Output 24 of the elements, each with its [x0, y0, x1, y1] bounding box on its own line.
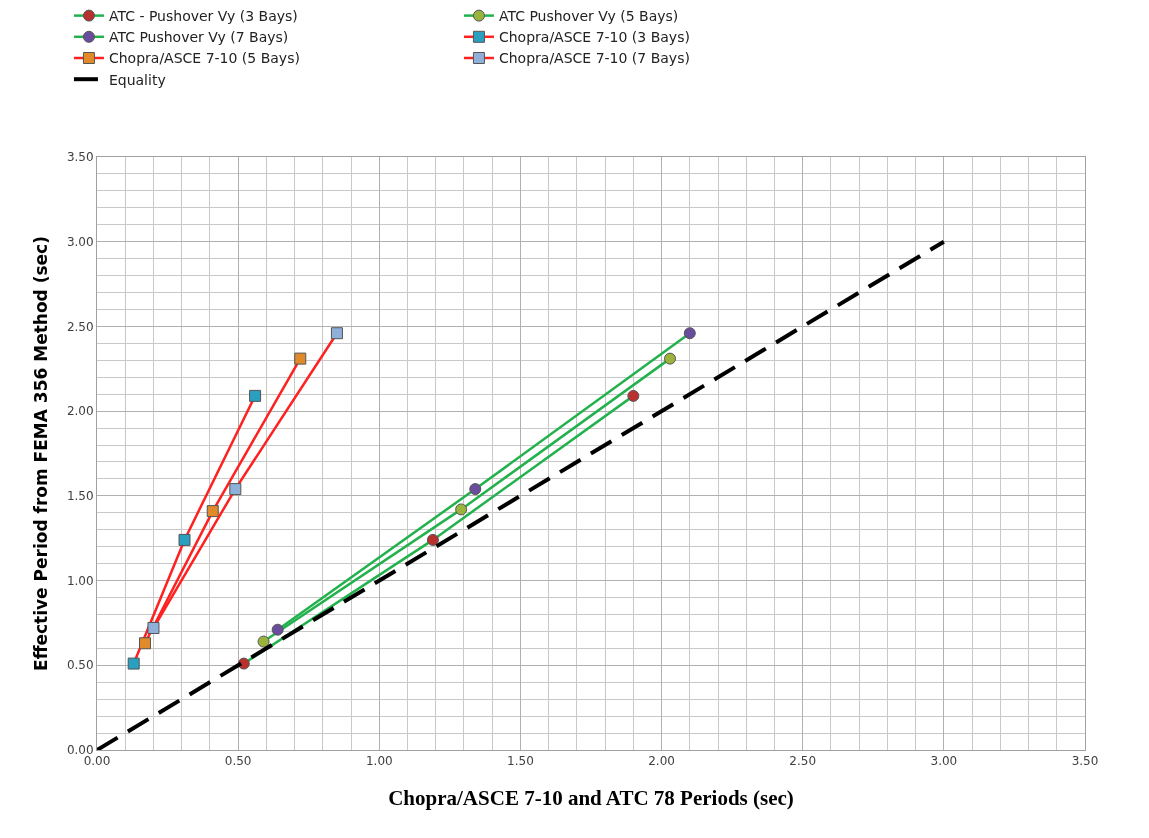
legend-label: Chopra/ASCE 7-10 (3 Bays) — [498, 29, 690, 46]
y-tick-label: 1.50 — [66, 489, 94, 504]
x-tick-label: 0.00 — [83, 754, 111, 769]
x-tick-label: 1.50 — [507, 754, 534, 769]
legend-label: ATC Pushover Vy (7 Bays) — [108, 29, 289, 46]
x-tick-label: 2.50 — [789, 754, 817, 769]
x-tick-label: 1.00 — [365, 754, 393, 769]
y-tick-label: 3.50 — [66, 150, 94, 165]
x-tick-label: 0.50 — [224, 754, 252, 769]
y-tick-label: 2.00 — [66, 404, 94, 419]
legend-label: ATC Pushover Vy (5 Bays) — [498, 8, 679, 25]
legend-label: Chopra/ASCE 7-10 (7 Bays) — [498, 50, 690, 67]
legend-label: Equality — [108, 71, 166, 88]
y-tick-label: 1.00 — [66, 573, 94, 588]
x-tick-label: 2.00 — [648, 754, 675, 769]
y-tick-label: 2.50 — [66, 319, 94, 334]
x-tick-label: 3.50 — [1071, 754, 1099, 769]
y-tick-label: 0.50 — [66, 658, 94, 673]
x-axis-title: Chopra/ASCE 7-10 and ATC 78 Periods (sec) — [388, 785, 794, 810]
x-tick-label: 3.00 — [930, 754, 958, 769]
y-tick-label: 3.00 — [66, 234, 94, 249]
legend-label: ATC - Pushover Vy (3 Bays) — [108, 8, 298, 25]
legend-label: Chopra/ASCE 7-10 (5 Bays) — [108, 50, 300, 67]
y-axis-title: Effective Period from FEMA 356 Method (sec) — [31, 236, 52, 671]
